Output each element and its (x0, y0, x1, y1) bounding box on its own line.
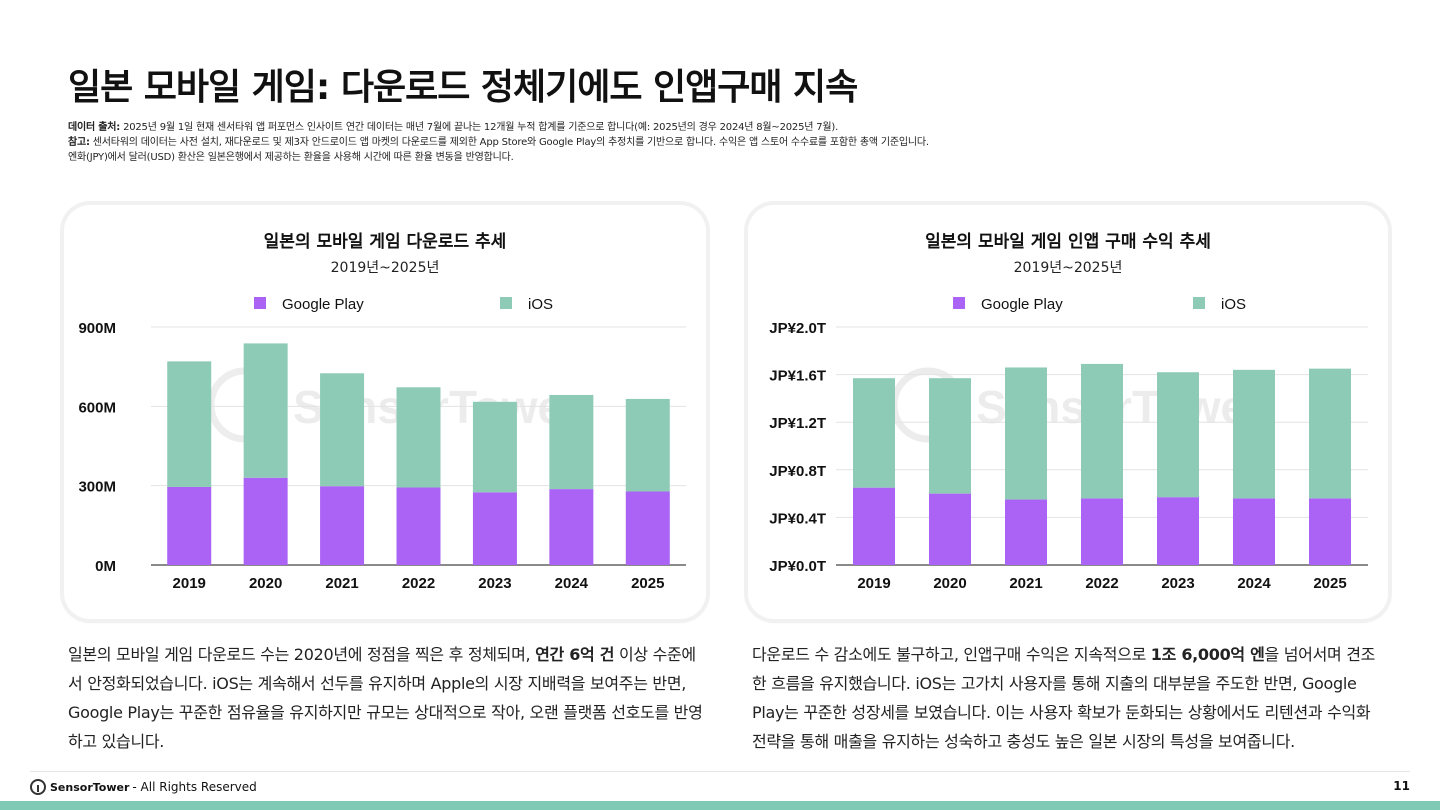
x-tick-label: 2020 (933, 575, 966, 592)
x-tick-label: 2023 (478, 575, 511, 592)
bar-ios (625, 398, 670, 492)
revenue-chart: SensorTower일본의 모바일 게임 인앱 구매 수익 추세2019년~2… (769, 231, 1368, 592)
bar-ios (853, 378, 895, 488)
bar-google-play (1005, 499, 1047, 565)
x-tick-label: 2020 (249, 575, 282, 592)
y-tick-label: JP¥0.4T (769, 510, 826, 527)
legend-label: Google Play (981, 296, 1063, 313)
legend-label: iOS (1221, 296, 1246, 313)
y-tick-label: JP¥0.0T (769, 558, 826, 575)
x-tick-label: 2023 (1161, 575, 1194, 592)
legend-label: iOS (528, 296, 553, 313)
y-tick-label: JP¥2.0T (769, 320, 826, 337)
legend-item: Google Play (254, 296, 364, 313)
legend-swatch (953, 297, 965, 309)
bar-ios (1309, 368, 1351, 499)
legend-label: Google Play (282, 296, 364, 313)
bar-ios (1005, 367, 1047, 500)
downloads-chart-card: SensorTower일본의 모바일 게임 다운로드 추세2019년~2025년… (64, 205, 706, 619)
chart-subtitle: 2019년~2025년 (1014, 260, 1123, 276)
legend-swatch (500, 297, 512, 309)
bar-google-play (549, 489, 594, 565)
revenue-description: 다운로드 수 감소에도 불구하고, 인앱구매 수익은 지속적으로 1조 6,00… (752, 645, 1376, 751)
bar-google-play (1309, 498, 1351, 565)
source-note: 데이터 출처: 2025년 9월 1일 현재 센서타워 앱 퍼포먼스 인사이트 … (68, 122, 839, 133)
footer-divider (30, 771, 1410, 772)
bottom-accent-bar (0, 801, 1440, 810)
legend-item: iOS (500, 296, 553, 313)
chart-subtitle: 2019년~2025년 (331, 260, 440, 276)
bar-ios (396, 387, 441, 488)
bar-ios (472, 401, 517, 493)
bar-ios (243, 343, 288, 478)
legend-item: iOS (1193, 296, 1246, 313)
x-tick-label: 2019 (173, 575, 206, 592)
bar-ios (1157, 372, 1199, 498)
legend-swatch (1193, 297, 1205, 309)
bar-google-play (396, 487, 441, 565)
x-tick-label: 2022 (402, 575, 435, 592)
y-tick-label: JP¥1.2T (769, 415, 826, 432)
bar-google-play (243, 477, 288, 565)
x-tick-label: 2022 (1085, 575, 1118, 592)
x-tick-label: 2021 (1009, 575, 1042, 592)
sensortower-logo-icon (30, 779, 46, 795)
chart-title: 일본의 모바일 게임 인앱 구매 수익 추세 (925, 231, 1211, 252)
y-tick-label: JP¥0.8T (769, 463, 826, 480)
bar-ios (1233, 369, 1275, 499)
bar-google-play (472, 492, 517, 565)
data-notes: 데이터 출처: 2025년 9월 1일 현재 센서타워 앱 퍼포먼스 인사이트 … (68, 120, 929, 165)
reference-note: 참고: 센서타워의 데이터는 사전 설치, 재다운로드 및 제3자 안드로이드 … (68, 137, 929, 148)
bar-google-play (929, 493, 971, 565)
y-tick-label: 300M (78, 479, 116, 496)
bar-google-play (625, 491, 670, 565)
bar-google-play (853, 487, 895, 565)
bar-google-play (167, 486, 212, 565)
revenue-chart-card: SensorTower일본의 모바일 게임 인앱 구매 수익 추세2019년~2… (748, 205, 1388, 619)
x-tick-label: 2021 (325, 575, 358, 592)
x-tick-label: 2024 (555, 575, 589, 592)
x-tick-label: 2025 (631, 575, 664, 592)
bar-google-play (1081, 498, 1123, 565)
bar-google-play (1157, 497, 1199, 565)
bar-ios (549, 394, 594, 490)
footer-brand: SensorTower (50, 780, 130, 794)
bar-ios (167, 361, 212, 487)
y-tick-label: JP¥1.6T (769, 368, 826, 385)
y-tick-label: 600M (78, 399, 116, 416)
legend-swatch (254, 297, 266, 309)
footer: SensorTower - All Rights Reserved (30, 779, 257, 795)
bar-ios (929, 378, 971, 494)
downloads-description: 일본의 모바일 게임 다운로드 수는 2020년에 정점을 찍은 후 정체되며,… (68, 645, 703, 751)
x-tick-label: 2024 (1237, 575, 1271, 592)
bar-google-play (1233, 498, 1275, 565)
y-tick-label: 900M (78, 320, 116, 337)
downloads-chart: SensorTower일본의 모바일 게임 다운로드 추세2019년~2025년… (78, 231, 686, 592)
y-tick-label: 0M (95, 558, 116, 575)
chart-title: 일본의 모바일 게임 다운로드 추세 (264, 231, 507, 252)
footer-rights: - All Rights Reserved (132, 780, 257, 794)
bar-ios (1081, 363, 1123, 499)
fx-note: 엔화(JPY)에서 달러(USD) 환산은 일본은행에서 제공하는 환율을 사용… (68, 152, 514, 163)
legend-item: Google Play (953, 296, 1063, 313)
bar-google-play (320, 486, 365, 565)
x-tick-label: 2025 (1313, 575, 1346, 592)
page-number: 11 (1393, 779, 1410, 793)
bar-ios (320, 373, 365, 487)
page-title: 일본 모바일 게임: 다운로드 정체기에도 인앱구매 지속 (68, 67, 858, 108)
x-tick-label: 2019 (857, 575, 890, 592)
